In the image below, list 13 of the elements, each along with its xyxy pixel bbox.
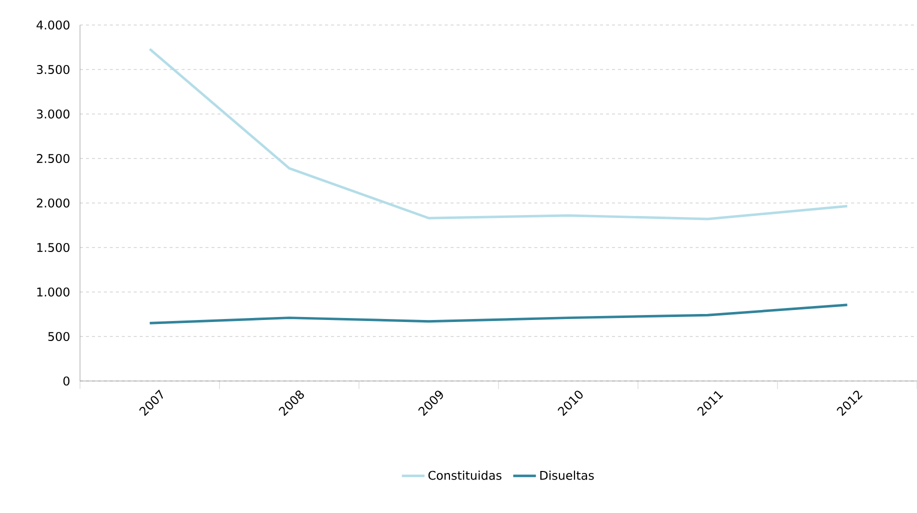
y-tick-label: 4.000	[36, 20, 70, 30]
y-tick-label: 2.000	[36, 198, 70, 208]
line-series	[148, 304, 849, 324]
y-tick-label: 1.000	[37, 287, 70, 297]
y-tick-label: 3.000	[36, 109, 70, 119]
y-tick-label: 0	[63, 376, 70, 386]
y-tick-label: 1.500	[37, 242, 70, 252]
y-tick-label: 500	[48, 332, 70, 342]
legend-label: Disueltas	[540, 470, 594, 480]
legend-label: Constituidas	[428, 470, 502, 480]
line-series	[148, 48, 849, 220]
y-tick-label: 3.500	[36, 64, 70, 74]
y-tick-label: 2.500	[36, 154, 70, 164]
